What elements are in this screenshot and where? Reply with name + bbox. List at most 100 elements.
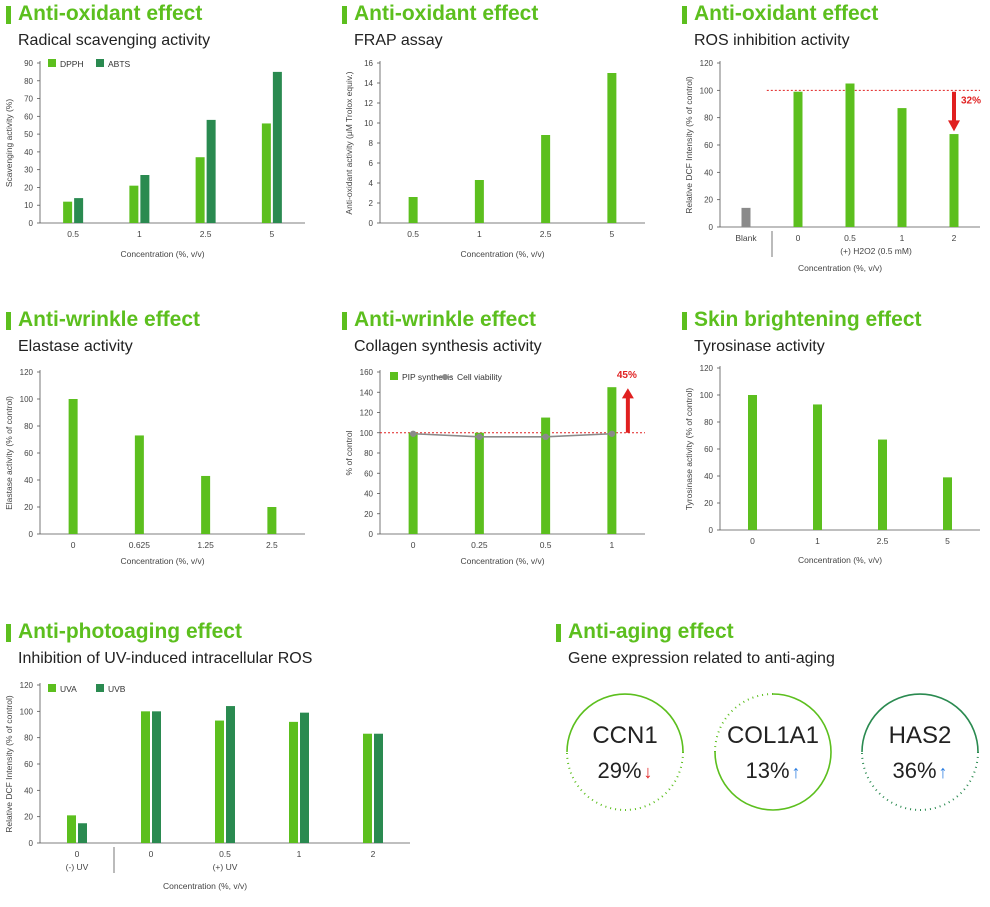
bar bbox=[215, 720, 224, 843]
panel-frap: Anti-oxidant effect FRAP assay bbox=[342, 2, 662, 272]
gene-has2: HAS2 36% ↑ bbox=[856, 688, 984, 816]
panel-title: Anti-oxidant effect bbox=[6, 2, 202, 26]
x-tick-label: 2.5 bbox=[200, 229, 212, 239]
bar bbox=[78, 823, 87, 843]
bar bbox=[541, 417, 551, 534]
bar bbox=[152, 711, 161, 843]
x-tick-label: 0 bbox=[411, 540, 416, 550]
y-tick-label: 80 bbox=[704, 418, 713, 427]
y-tick-label: 40 bbox=[24, 786, 33, 795]
y-tick-label: 20 bbox=[364, 510, 373, 519]
bar bbox=[748, 395, 757, 530]
x-tick-label: 0 bbox=[750, 536, 755, 546]
legend-label: PIP synthesis bbox=[402, 372, 453, 382]
y-tick-label: 80 bbox=[704, 114, 713, 123]
gene-ring bbox=[861, 693, 979, 811]
x-tick-label: 1 bbox=[815, 536, 820, 546]
legend-label: UVB bbox=[108, 684, 126, 694]
panel-subtitle: Gene expression related to anti-aging bbox=[568, 650, 835, 667]
y-tick-label: 80 bbox=[24, 734, 33, 743]
y-tick-label: 20 bbox=[24, 503, 33, 512]
legend-label: ABTS bbox=[108, 59, 131, 69]
x-tick-label: 0.5 bbox=[407, 229, 419, 239]
y-tick-label: 120 bbox=[20, 681, 34, 690]
y-tick-label: 40 bbox=[24, 476, 33, 485]
chart-elastase: 0 20 40 60 80 100 120 Elastase activity (% of c… bbox=[4, 368, 305, 566]
gene-ring bbox=[714, 693, 832, 811]
x-tick-label: Blank bbox=[735, 233, 757, 243]
bar bbox=[793, 91, 803, 227]
y-tick-label: 20 bbox=[704, 499, 713, 508]
bar bbox=[474, 432, 484, 534]
x-tick-label: 1 bbox=[137, 229, 142, 239]
x-tick-label: 0.5 bbox=[219, 849, 231, 859]
y-tick-label: 0 bbox=[369, 219, 374, 228]
x-tick-label: 1 bbox=[477, 229, 482, 239]
y-tick-label: 80 bbox=[24, 77, 33, 86]
y-tick-label: 0 bbox=[29, 839, 34, 848]
arrow-up-icon bbox=[621, 388, 634, 433]
y-tick-label: 0 bbox=[709, 526, 714, 535]
gene-value: 29% bbox=[597, 758, 642, 783]
bar bbox=[607, 73, 617, 223]
panel-title: Anti-photoaging effect bbox=[6, 620, 242, 644]
gene-ccn1: CCN1 29% ↓ bbox=[561, 688, 689, 816]
bar bbox=[300, 712, 309, 843]
chart-radical-scavenging: 0 10 20 30 40 50 60 70 80 90 Scavenging activity (… bbox=[4, 59, 305, 259]
x-axis-label: Concentration (%, v/v) bbox=[120, 249, 204, 259]
bar bbox=[541, 135, 551, 223]
annotation-label: 45% bbox=[617, 370, 637, 381]
bar bbox=[201, 475, 211, 534]
group-label: (+) UV bbox=[213, 862, 238, 872]
x-tick-label: 5 bbox=[610, 229, 615, 239]
y-tick-label: 100 bbox=[20, 395, 34, 404]
panel-title: Anti-wrinkle effect bbox=[6, 308, 200, 332]
legend-label: Cell viability bbox=[457, 372, 503, 382]
panel-title: Anti-oxidant effect bbox=[342, 2, 538, 26]
x-tick-label: 0.5 bbox=[67, 229, 79, 239]
chart-tyrosinase: 0 20 40 60 80 100 120 Tyrosinase activity (% of… bbox=[684, 364, 980, 565]
y-tick-label: 60 bbox=[704, 445, 713, 454]
panel-subtitle: Elastase activity bbox=[18, 338, 133, 355]
chart-collagen: 0 20 40 60 80 100 120 140 160 % of control 0 0.25 0.… bbox=[344, 368, 645, 566]
x-tick-label: 2 bbox=[952, 233, 957, 243]
y-tick-label: 0 bbox=[29, 219, 34, 228]
bar bbox=[195, 157, 205, 223]
x-tick-label: 0.625 bbox=[129, 540, 151, 550]
x-axis-label: Concentration (%, v/v) bbox=[460, 249, 544, 259]
panel-title: Anti-oxidant effect bbox=[682, 2, 878, 26]
y-tick-label: 100 bbox=[700, 86, 714, 95]
y-tick-label: 40 bbox=[704, 472, 713, 481]
x-tick-label: 5 bbox=[945, 536, 950, 546]
bar bbox=[68, 399, 78, 534]
x-tick-label: 2.5 bbox=[540, 229, 552, 239]
x-tick-label: 5 bbox=[270, 229, 275, 239]
panel-subtitle: Radical scavenging activity bbox=[18, 32, 211, 49]
y-tick-label: 60 bbox=[704, 141, 713, 150]
y-tick-label: 8 bbox=[369, 139, 374, 148]
bar bbox=[741, 207, 751, 227]
gene-name: HAS2 bbox=[888, 722, 952, 749]
y-tick-label: 60 bbox=[24, 760, 33, 769]
panel-photoaging: Anti-photoaging effect Inhibition of UV-… bbox=[6, 620, 506, 900]
x-tick-label: 0 bbox=[149, 849, 154, 859]
y-tick-label: 20 bbox=[24, 813, 33, 822]
bar bbox=[261, 123, 271, 223]
y-tick-label: 6 bbox=[369, 159, 374, 168]
bar bbox=[141, 711, 150, 843]
bar bbox=[897, 108, 907, 227]
x-tick-label: 0 bbox=[71, 540, 76, 550]
gene-value: 36% bbox=[892, 758, 937, 783]
arrow-up-icon: ↑ bbox=[791, 762, 801, 782]
y-tick-label: 2 bbox=[369, 199, 374, 208]
y-tick-label: 10 bbox=[24, 201, 33, 210]
y-tick-label: 12 bbox=[364, 99, 373, 108]
y-axis-label: Elastase activity (% of control) bbox=[4, 396, 14, 510]
x-tick-label: 0.5 bbox=[540, 540, 552, 550]
bar bbox=[949, 134, 959, 227]
y-tick-label: 60 bbox=[24, 112, 33, 121]
y-tick-label: 0 bbox=[29, 530, 34, 539]
y-tick-label: 80 bbox=[364, 449, 373, 458]
y-tick-label: 100 bbox=[360, 429, 374, 438]
y-tick-label: 20 bbox=[24, 183, 33, 192]
